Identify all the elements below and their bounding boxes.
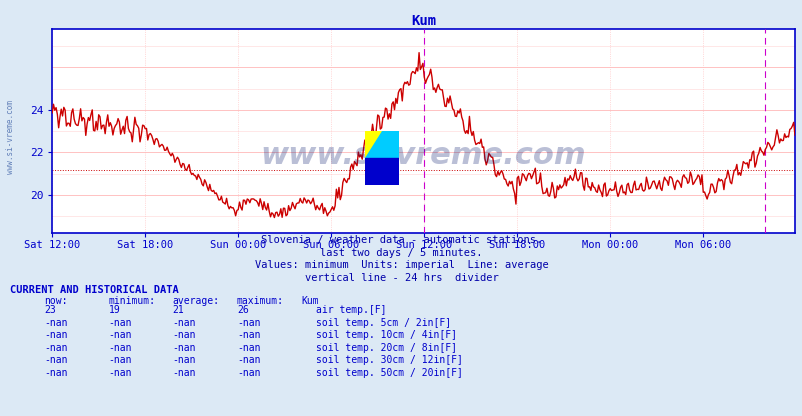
Text: -nan: -nan: [237, 318, 260, 328]
Text: -nan: -nan: [108, 343, 132, 353]
Text: -nan: -nan: [237, 343, 260, 353]
Text: -nan: -nan: [44, 343, 67, 353]
Text: soil temp. 20cm / 8in[F]: soil temp. 20cm / 8in[F]: [315, 343, 456, 353]
Text: -nan: -nan: [44, 330, 67, 340]
Text: soil temp. 50cm / 20in[F]: soil temp. 50cm / 20in[F]: [315, 368, 462, 378]
Polygon shape: [365, 131, 382, 158]
Title: Kum: Kum: [411, 14, 435, 28]
Text: maximum:: maximum:: [237, 296, 284, 306]
Text: www.si-vreme.com: www.si-vreme.com: [261, 141, 585, 170]
Text: CURRENT AND HISTORICAL DATA: CURRENT AND HISTORICAL DATA: [10, 285, 178, 295]
Text: Slovenia / weather data - automatic stations.: Slovenia / weather data - automatic stat…: [261, 235, 541, 245]
Text: average:: average:: [172, 296, 220, 306]
Text: -nan: -nan: [44, 368, 67, 378]
Text: www.si-vreme.com: www.si-vreme.com: [6, 100, 15, 174]
Text: vertical line - 24 hrs  divider: vertical line - 24 hrs divider: [304, 273, 498, 283]
Text: soil temp. 10cm / 4in[F]: soil temp. 10cm / 4in[F]: [315, 330, 456, 340]
Text: -nan: -nan: [172, 355, 196, 365]
Text: -nan: -nan: [172, 318, 196, 328]
Text: -nan: -nan: [237, 355, 260, 365]
Text: 26: 26: [237, 305, 249, 315]
Text: -nan: -nan: [237, 368, 260, 378]
Text: -nan: -nan: [237, 330, 260, 340]
Text: -nan: -nan: [108, 330, 132, 340]
Text: -nan: -nan: [44, 318, 67, 328]
Text: now:: now:: [44, 296, 67, 306]
Text: soil temp. 30cm / 12in[F]: soil temp. 30cm / 12in[F]: [315, 355, 462, 365]
Text: minimum:: minimum:: [108, 296, 156, 306]
Text: Values: minimum  Units: imperial  Line: average: Values: minimum Units: imperial Line: av…: [254, 260, 548, 270]
Text: 23: 23: [44, 305, 56, 315]
Text: Kum: Kum: [301, 296, 318, 306]
Polygon shape: [365, 131, 399, 158]
Text: soil temp. 5cm / 2in[F]: soil temp. 5cm / 2in[F]: [315, 318, 450, 328]
Text: -nan: -nan: [172, 330, 196, 340]
Text: 19: 19: [108, 305, 120, 315]
Text: -nan: -nan: [172, 343, 196, 353]
Text: -nan: -nan: [108, 318, 132, 328]
Text: -nan: -nan: [108, 355, 132, 365]
Text: -nan: -nan: [108, 368, 132, 378]
Text: -nan: -nan: [44, 355, 67, 365]
Text: 21: 21: [172, 305, 184, 315]
Polygon shape: [365, 158, 399, 185]
Text: last two days / 5 minutes.: last two days / 5 minutes.: [320, 248, 482, 258]
Text: air temp.[F]: air temp.[F]: [315, 305, 386, 315]
Text: -nan: -nan: [172, 368, 196, 378]
